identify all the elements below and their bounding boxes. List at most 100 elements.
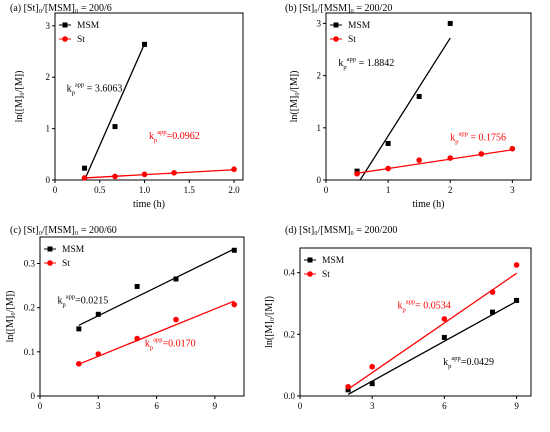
legend-marker xyxy=(47,246,53,252)
y-tick-label: 3 xyxy=(46,21,51,31)
data-point-st xyxy=(441,316,448,322)
legend-marker xyxy=(47,260,53,266)
rate-constant-annotation: kpapp=0.0962 xyxy=(149,129,200,144)
data-point-msm xyxy=(82,165,88,171)
x-axis-label: time (h) xyxy=(133,199,165,210)
chart-title: (d) [St]₀/[MSM]₀ = 200/200 xyxy=(285,225,397,236)
chart-title: (a) [St]₀/[MSM]₀ = 200/6 xyxy=(10,3,112,14)
fit-line-st xyxy=(356,149,513,174)
data-point-st xyxy=(509,145,516,152)
fit-line-msm xyxy=(359,37,451,181)
x-tick-label: 9 xyxy=(213,401,218,411)
data-point-msm xyxy=(95,311,101,317)
chart-panel-3: (d) [St]₀/[MSM]₀ = 200/200 0 3 6 9 0.0 0.2 0.4 l… xyxy=(264,225,532,411)
data-point-st xyxy=(345,383,351,390)
chart-panel-1: (b) [St]₀/[MSM]₀ = 200/20 0 1 2 3 0 1 2 3 ln([M]₀… xyxy=(285,3,532,210)
fit-line-msm xyxy=(83,43,146,181)
data-point-st xyxy=(447,155,454,161)
x-tick-label: 1.0 xyxy=(139,185,151,195)
data-point-st xyxy=(95,351,102,357)
chart-panel-0: (a) [St]₀/[MSM]₀ = 200/6 0 0.5 1.0 1.5 2.0 0 1 2… xyxy=(10,3,244,210)
data-point-msm xyxy=(514,297,520,303)
data-point-st xyxy=(478,151,485,157)
legend-marker xyxy=(333,22,339,28)
data-point-msm xyxy=(142,41,148,47)
y-axis-label: ln([M]₀/[M]) xyxy=(5,291,16,343)
y-axis-label: ln([M]₀/[M]) xyxy=(289,71,300,123)
y-tick-label: 0.1 xyxy=(24,347,35,357)
data-point-st xyxy=(171,170,177,176)
legend-label: MSM xyxy=(62,245,85,255)
rate-constant-annotation: kpapp=0.0429 xyxy=(443,355,494,370)
y-tick-label: 1 xyxy=(46,124,51,134)
plot-frame xyxy=(39,236,245,397)
data-point-msm xyxy=(231,247,237,253)
x-tick-label: 0 xyxy=(53,185,58,195)
legend-label: St xyxy=(348,35,356,45)
x-tick-label: 1 xyxy=(386,185,391,195)
legend-marker xyxy=(62,22,68,28)
legend-label: St xyxy=(322,270,330,280)
fit-line-st xyxy=(347,272,517,390)
data-point-msm xyxy=(173,276,179,282)
x-tick-label: 2.0 xyxy=(228,185,240,195)
data-point-st xyxy=(112,173,118,180)
legend-label: MSM xyxy=(348,21,371,31)
x-axis-label: time (h) xyxy=(413,199,445,210)
data-point-st xyxy=(416,157,422,163)
y-tick-label: 0 xyxy=(46,175,51,185)
chart-title: (b) [St]₀/[MSM]₀ = 200/20 xyxy=(285,3,392,14)
legend-marker xyxy=(307,271,313,277)
legend-marker xyxy=(333,36,339,42)
data-point-st xyxy=(369,363,375,370)
chart-title: (c) [St]₀/[MSM]₀ = 200/60 xyxy=(10,225,117,236)
data-point-msm xyxy=(416,94,422,99)
y-tick-label: 0 xyxy=(317,175,322,185)
legend-label: MSM xyxy=(77,21,100,31)
data-point-msm xyxy=(76,326,82,332)
plot-frame xyxy=(325,12,532,181)
x-tick-label: 6 xyxy=(442,401,447,411)
fit-line-msm xyxy=(347,300,517,396)
y-tick-label: 0.2 xyxy=(284,329,295,339)
y-axis-label: ln([M]₀/[M]) xyxy=(14,71,25,123)
data-point-st xyxy=(141,171,148,178)
rate-constant-annotation: kpapp= 0.0534 xyxy=(397,299,450,314)
data-point-msm xyxy=(369,381,375,387)
y-tick-label: 0.2 xyxy=(24,303,35,313)
legend-label: MSM xyxy=(322,256,345,266)
x-tick-label: 6 xyxy=(154,401,159,411)
plot-frame xyxy=(54,12,244,181)
data-point-st xyxy=(76,360,82,367)
x-tick-label: 3 xyxy=(510,185,515,195)
data-point-st xyxy=(354,170,360,177)
legend-marker xyxy=(62,36,68,42)
rate-constant-annotation: kpapp = 3.6063 xyxy=(67,82,123,97)
data-point-st xyxy=(173,316,179,323)
chart-panel-2: (c) [St]₀/[MSM]₀ = 200/60 0 3 6 9 0 0.1 0.2 0.3 l… xyxy=(5,225,245,411)
y-tick-label: 0.0 xyxy=(284,391,296,401)
data-point-st xyxy=(81,175,88,181)
rate-constant-annotation: kpapp = 1.8842 xyxy=(338,56,394,71)
data-point-msm xyxy=(112,124,118,130)
y-tick-label: 0.3 xyxy=(24,259,36,269)
x-tick-label: 9 xyxy=(514,401,519,411)
y-axis-label: ln([M]₀/[M]) xyxy=(264,296,275,348)
legend-label: St xyxy=(77,35,85,45)
legend-label: St xyxy=(62,259,70,269)
legend-marker xyxy=(307,257,313,263)
x-tick-label: 3 xyxy=(96,401,101,411)
y-tick-label: 2 xyxy=(46,72,51,82)
rate-constant-annotation: kpapp = 0.1756 xyxy=(450,130,506,145)
data-point-msm xyxy=(441,334,447,340)
data-point-st xyxy=(513,262,520,268)
data-point-msm xyxy=(385,140,391,146)
rate-constant-annotation: kpapp=0.0215 xyxy=(57,293,108,308)
plot-frame xyxy=(299,247,532,397)
x-tick-label: 0.5 xyxy=(94,185,106,195)
data-point-st xyxy=(231,301,238,308)
x-tick-label: 0 xyxy=(324,185,329,195)
x-tick-label: 0 xyxy=(38,401,43,411)
data-point-msm xyxy=(134,283,140,289)
